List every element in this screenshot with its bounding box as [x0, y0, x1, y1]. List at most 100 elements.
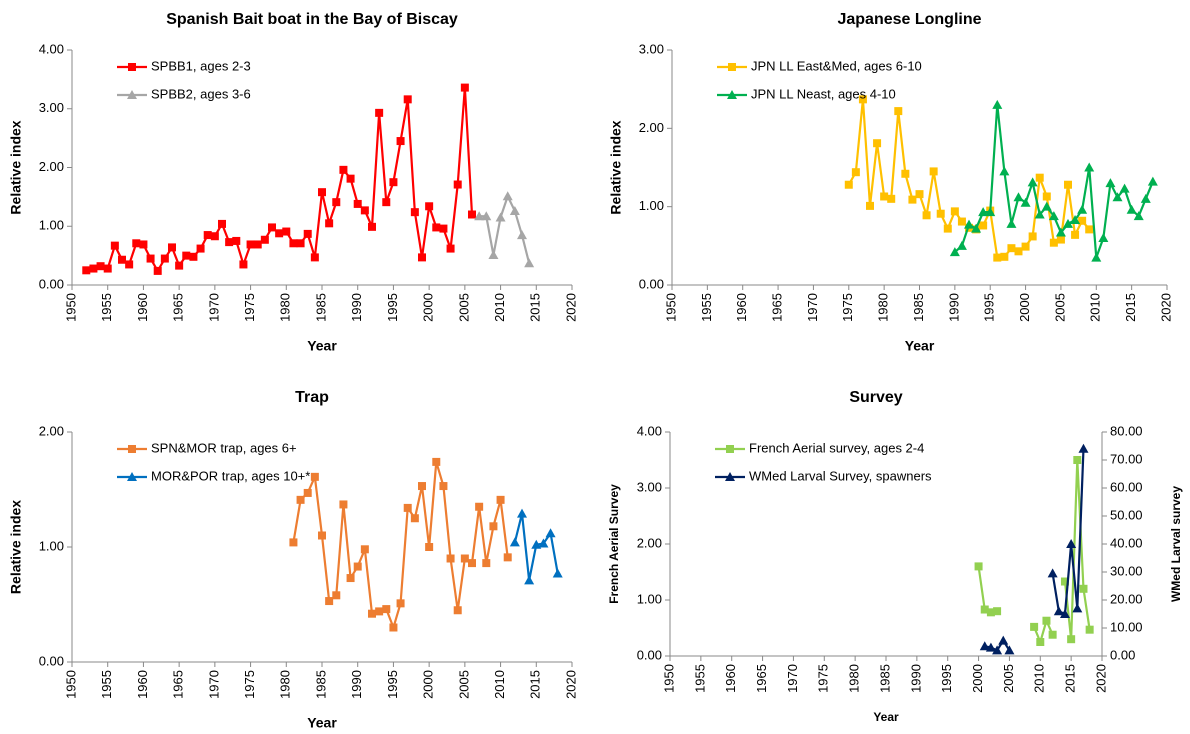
y-tick-label: 3.00 [39, 100, 64, 115]
marker [1077, 204, 1088, 214]
x-tick-label: 1980 [847, 664, 862, 693]
marker [538, 538, 549, 548]
marker [1147, 176, 1158, 186]
marker [239, 260, 248, 269]
marker [993, 607, 1002, 616]
marker [949, 247, 960, 257]
marker [360, 206, 369, 215]
marker [425, 202, 434, 211]
marker [468, 210, 476, 219]
marker [915, 190, 924, 199]
marker [360, 545, 369, 554]
marker [310, 253, 319, 262]
legend-label: SPBB2, ages 3-6 [151, 86, 251, 101]
marker [268, 223, 276, 232]
marker [1013, 192, 1024, 202]
marker [524, 575, 535, 585]
x-tick-label: 1965 [770, 293, 785, 322]
marker [189, 252, 198, 261]
marker [1119, 183, 1130, 193]
marker [389, 178, 398, 187]
marker [1048, 630, 1057, 639]
x-tick-label: 2010 [492, 293, 507, 322]
y-tick-label: 2.00 [637, 535, 662, 550]
y-tick-label: 3.00 [639, 41, 664, 56]
marker [125, 260, 134, 269]
marker [1073, 456, 1082, 464]
x-tick-label: 2020 [1093, 664, 1108, 693]
marker [552, 568, 563, 578]
x-tick-label: 2005 [456, 293, 471, 322]
marker [1042, 192, 1051, 201]
marker [225, 238, 234, 247]
x-tick-label: 2020 [563, 670, 578, 699]
marker [132, 239, 141, 248]
marker [275, 229, 284, 238]
marker [1049, 238, 1058, 247]
y-tick-label: 2.00 [39, 423, 64, 438]
marker [1066, 539, 1077, 548]
marker [446, 554, 455, 563]
x-tick-label: 2010 [1088, 293, 1103, 322]
marker [1064, 180, 1072, 189]
marker [851, 168, 860, 177]
marker [1034, 209, 1045, 219]
marker [978, 207, 989, 217]
marker [950, 207, 959, 216]
marker [1048, 211, 1059, 221]
marker [318, 188, 326, 197]
y2-tick-label: 20.00 [1110, 591, 1143, 606]
marker [517, 230, 527, 240]
legend-marker [728, 63, 736, 71]
x-tick-label: 1975 [840, 293, 855, 322]
marker [475, 502, 484, 511]
marker [375, 108, 384, 117]
marker [985, 207, 996, 217]
marker [289, 538, 298, 547]
marker [844, 180, 853, 189]
marker [481, 211, 492, 221]
marker [980, 605, 989, 614]
x-tick-label: 1980 [278, 670, 293, 699]
marker [1055, 227, 1066, 237]
y-tick-label: 1.00 [637, 591, 662, 606]
marker [1105, 178, 1116, 188]
marker [332, 198, 341, 207]
marker [1060, 577, 1069, 586]
marker [339, 165, 348, 174]
marker [153, 266, 162, 275]
marker [139, 240, 148, 249]
marker [495, 212, 506, 222]
marker [368, 222, 376, 231]
marker [1030, 622, 1039, 631]
marker [118, 255, 126, 264]
y-tick-label: 0.00 [39, 653, 64, 668]
x-tick-label: 1990 [946, 293, 961, 322]
marker [517, 508, 527, 518]
x-tick-label: 1965 [754, 664, 769, 693]
marker [446, 244, 455, 253]
marker [146, 254, 155, 263]
marker [460, 554, 469, 563]
legend-label: WMed Larval Survey, spawners [749, 468, 932, 483]
x-tick-label: 1960 [135, 670, 150, 699]
x-axis-title: Year [307, 715, 337, 731]
x-tick-label: 1970 [206, 670, 221, 699]
marker [1126, 204, 1137, 214]
marker [1112, 192, 1123, 202]
marker [998, 635, 1009, 645]
marker [1072, 603, 1083, 613]
marker [1004, 645, 1015, 655]
marker [1035, 173, 1044, 182]
x-tick-label: 1955 [99, 293, 114, 322]
marker [964, 219, 974, 229]
marker [303, 229, 312, 238]
x-axis-title: Year [307, 338, 337, 354]
y2-tick-label: 80.00 [1110, 423, 1143, 438]
marker [873, 139, 882, 148]
marker [1042, 616, 1051, 625]
x-tick-label: 1980 [876, 293, 891, 322]
x-tick-label: 1995 [982, 293, 997, 322]
marker [439, 224, 448, 233]
marker [1028, 232, 1037, 241]
